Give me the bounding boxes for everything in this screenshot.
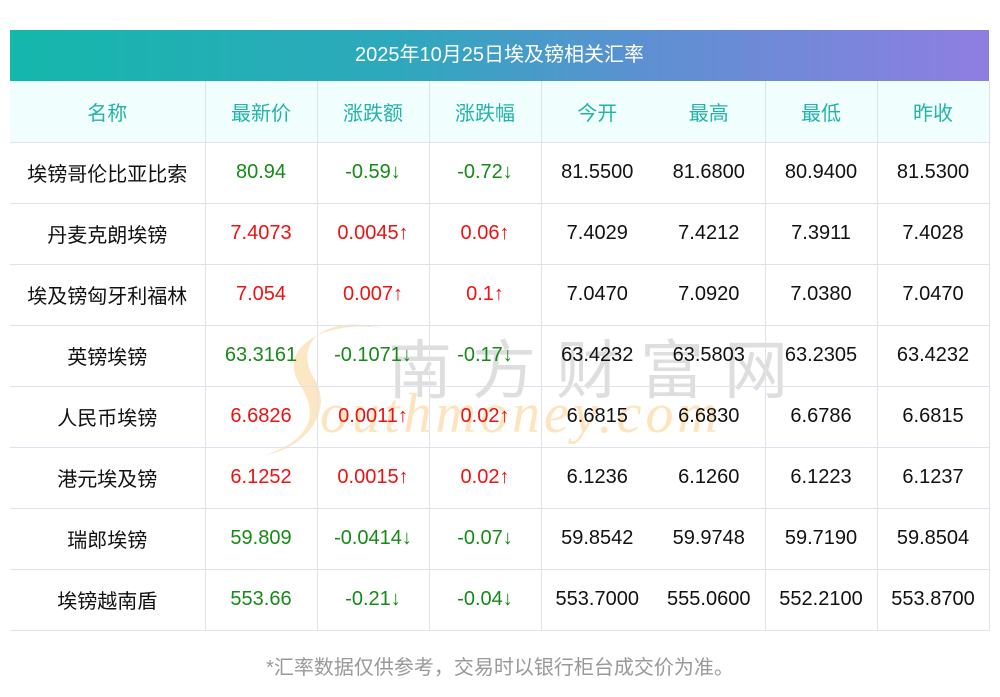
prev-close-price: 81.5300 bbox=[877, 142, 990, 204]
column-header-prev-close: 昨收 bbox=[877, 81, 990, 143]
column-header-latest: 最新价 bbox=[205, 81, 318, 143]
row-name: 港元埃及镑 bbox=[10, 447, 206, 509]
table-row: 人民币埃镑 6.6826 0.0011↑ 0.02↑ 6.6815 6.6830 6.678… bbox=[10, 386, 990, 448]
low-price: 7.0380 bbox=[765, 264, 878, 326]
column-header-name: 名称 bbox=[10, 81, 206, 143]
latest-price: 6.1252 bbox=[205, 447, 318, 509]
latest-price: 6.6826 bbox=[205, 386, 318, 448]
table-row: 丹麦克朗埃镑 7.4073 0.0045↑ 0.06↑ 7.4029 7.4212 7.39… bbox=[10, 203, 990, 265]
low-price: 7.3911 bbox=[765, 203, 878, 265]
latest-price: 80.94 bbox=[205, 142, 318, 204]
open-price: 7.4029 bbox=[541, 203, 653, 265]
low-price: 59.7190 bbox=[765, 508, 878, 570]
latest-price: 7.4073 bbox=[205, 203, 318, 265]
change-percent: 0.06↑ bbox=[429, 203, 542, 265]
high-price: 7.4212 bbox=[653, 203, 766, 265]
change-percent: 0.1↑ bbox=[429, 264, 542, 326]
open-price: 81.5500 bbox=[541, 142, 653, 204]
row-name: 埃及镑匈牙利福林 bbox=[10, 264, 206, 326]
change-percent: -0.07↓ bbox=[429, 508, 542, 570]
change-amount: -0.0414↓ bbox=[317, 508, 430, 570]
latest-price: 553.66 bbox=[205, 569, 318, 631]
change-amount: -0.21↓ bbox=[317, 569, 430, 631]
open-price: 6.1236 bbox=[541, 447, 653, 509]
latest-price: 59.809 bbox=[205, 508, 318, 570]
row-name: 英镑埃镑 bbox=[10, 325, 206, 387]
change-percent: 0.02↑ bbox=[429, 447, 542, 509]
latest-price: 7.054 bbox=[205, 264, 318, 326]
low-price: 80.9400 bbox=[765, 142, 878, 204]
low-price: 6.1223 bbox=[765, 447, 878, 509]
table-row: 港元埃及镑 6.1252 0.0015↑ 0.02↑ 6.1236 6.1260 6.122… bbox=[10, 447, 990, 509]
open-price: 59.8542 bbox=[541, 508, 653, 570]
change-amount: 0.007↑ bbox=[317, 264, 430, 326]
row-name: 埃镑哥伦比亚比索 bbox=[10, 142, 206, 204]
high-price: 6.6830 bbox=[653, 386, 766, 448]
low-price: 63.2305 bbox=[765, 325, 878, 387]
high-price: 59.9748 bbox=[653, 508, 766, 570]
page-title: 2025年10月25日埃及镑相关汇率 bbox=[10, 30, 989, 81]
exchange-rate-panel: 2025年10月25日埃及镑相关汇率 名称 最新价 涨跌额 涨跌幅 今开 最高 … bbox=[10, 30, 990, 631]
row-name: 丹麦克朗埃镑 bbox=[10, 203, 206, 265]
high-price: 7.0920 bbox=[653, 264, 766, 326]
prev-close-price: 6.1237 bbox=[877, 447, 990, 509]
prev-close-price: 553.8700 bbox=[877, 569, 990, 631]
change-amount: 0.0011↑ bbox=[317, 386, 430, 448]
high-price: 555.0600 bbox=[653, 569, 766, 631]
column-header-change-pct: 涨跌幅 bbox=[429, 81, 542, 143]
row-name: 埃镑越南盾 bbox=[10, 569, 206, 631]
change-amount: -0.59↓ bbox=[317, 142, 430, 204]
column-header-low: 最低 bbox=[765, 81, 878, 143]
table-row: 埃镑哥伦比亚比索 80.94 -0.59↓ -0.72↓ 81.5500 81.6800 8… bbox=[10, 142, 990, 204]
open-price: 6.6815 bbox=[541, 386, 653, 448]
row-name: 人民币埃镑 bbox=[10, 386, 206, 448]
open-price: 63.4232 bbox=[541, 325, 653, 387]
change-amount: -0.1071↓ bbox=[317, 325, 430, 387]
change-percent: -0.04↓ bbox=[429, 569, 542, 631]
open-price: 553.7000 bbox=[541, 569, 653, 631]
prev-close-price: 7.4028 bbox=[877, 203, 990, 265]
table-row: 埃镑越南盾 553.66 -0.21↓ -0.04↓ 553.7000 555.0600 5… bbox=[10, 569, 990, 631]
disclaimer-footnote: *汇率数据仅供参考，交易时以银行柜台成交价为准。 bbox=[266, 657, 734, 679]
high-price: 6.1260 bbox=[653, 447, 766, 509]
open-price: 7.0470 bbox=[541, 264, 653, 326]
high-price: 63.5803 bbox=[653, 325, 766, 387]
table-row: 英镑埃镑 63.3161 -0.1071↓ -0.17↓ 63.4232 63.5803 6… bbox=[10, 325, 990, 387]
prev-close-price: 59.8504 bbox=[877, 508, 990, 570]
column-header-high: 最高 bbox=[653, 81, 766, 143]
change-amount: 0.0045↑ bbox=[317, 203, 430, 265]
exchange-rate-table: 名称 最新价 涨跌额 涨跌幅 今开 最高 最低 昨收 埃镑哥伦比亚比索 80.94… bbox=[10, 81, 990, 631]
prev-close-price: 6.6815 bbox=[877, 386, 990, 448]
latest-price: 63.3161 bbox=[205, 325, 318, 387]
change-percent: 0.02↑ bbox=[429, 386, 542, 448]
high-price: 81.6800 bbox=[653, 142, 766, 204]
low-price: 6.6786 bbox=[765, 386, 878, 448]
change-percent: -0.17↓ bbox=[429, 325, 542, 387]
column-header-open: 今开 bbox=[541, 81, 653, 143]
table-row: 埃及镑匈牙利福林 7.054 0.007↑ 0.1↑ 7.0470 7.0920 7.038… bbox=[10, 264, 990, 326]
table-row: 瑞郎埃镑 59.809 -0.0414↓ -0.07↓ 59.8542 59.9748 59… bbox=[10, 508, 990, 570]
column-header-change: 涨跌额 bbox=[317, 81, 430, 143]
prev-close-price: 7.0470 bbox=[877, 264, 990, 326]
prev-close-price: 63.4232 bbox=[877, 325, 990, 387]
low-price: 552.2100 bbox=[765, 569, 878, 631]
column-header-row: 名称 最新价 涨跌额 涨跌幅 今开 最高 最低 昨收 bbox=[10, 81, 990, 143]
change-percent: -0.72↓ bbox=[429, 142, 542, 204]
row-name: 瑞郎埃镑 bbox=[10, 508, 206, 570]
change-amount: 0.0015↑ bbox=[317, 447, 430, 509]
